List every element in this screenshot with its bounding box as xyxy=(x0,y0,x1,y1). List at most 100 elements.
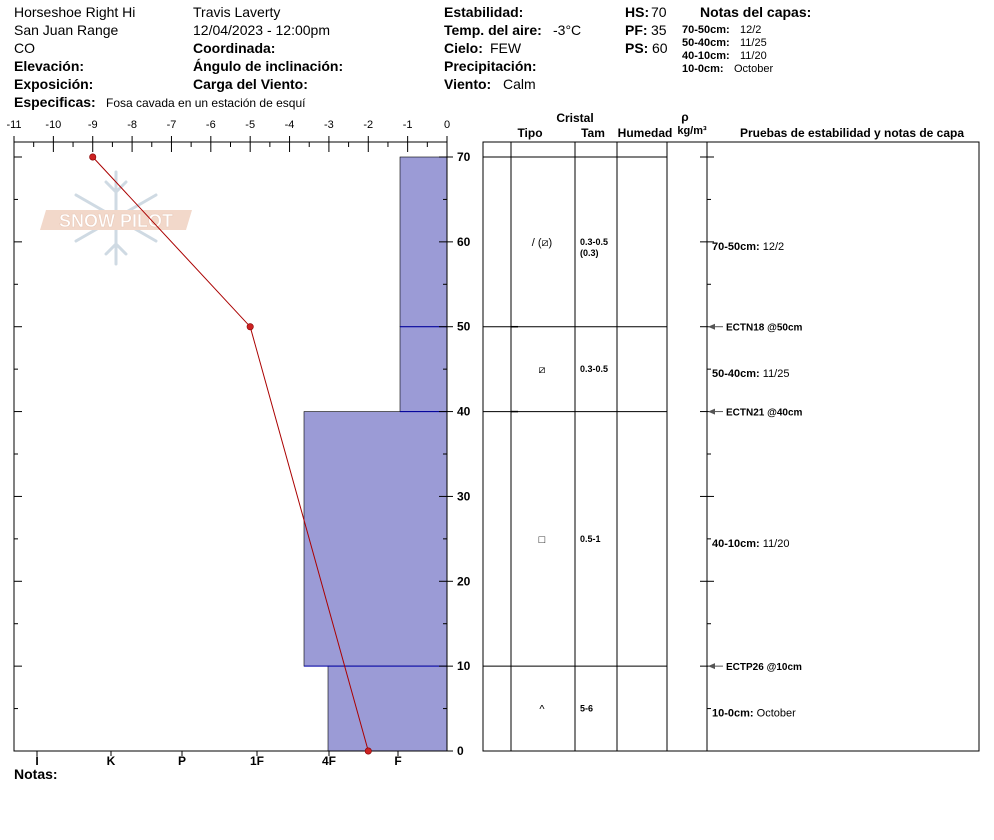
crystal-type: ^ xyxy=(539,704,545,716)
layer-comment-range: 70-50cm: xyxy=(712,241,763,253)
tipo-header: Tipo xyxy=(517,126,542,140)
temperature-point xyxy=(89,153,97,161)
temp-tick-label: -10 xyxy=(45,119,61,131)
temperature-point xyxy=(246,323,254,331)
layer-comment-range: 10-0cm: xyxy=(712,708,757,720)
crystal-size-secondary: (0.3) xyxy=(580,248,599,258)
stability-test-label: ECTP26 @10cm xyxy=(726,662,802,673)
height-tick-label: 10 xyxy=(457,659,471,673)
layer-note-value: October xyxy=(734,63,774,75)
crystal-size: 0.3-0.5 xyxy=(580,237,608,247)
temperature-point xyxy=(364,747,372,755)
exposure-label: Exposición: xyxy=(14,76,94,92)
layer-comment-range: 40-10cm: xyxy=(712,538,763,550)
layer-comment: 70-50cm: 12/2 xyxy=(712,241,784,253)
temp-tick-label: -5 xyxy=(245,119,255,131)
hardness-label: 1F xyxy=(250,754,264,768)
pf-label: PF: xyxy=(625,22,648,38)
sky-label: Cielo: xyxy=(444,40,483,56)
height-tick-label: 50 xyxy=(457,320,471,334)
temp-tick-label: -6 xyxy=(206,119,216,131)
height-tick-label: 60 xyxy=(457,235,471,249)
range: San Juan Range xyxy=(14,22,119,38)
hardness-label: F xyxy=(394,754,401,768)
temp-tick-label: -2 xyxy=(363,119,373,131)
elevation-label: Elevación: xyxy=(14,58,85,74)
temp-tick-label: -7 xyxy=(167,119,177,131)
temp-tick-label: -11 xyxy=(6,119,21,131)
test-arrow-head xyxy=(708,663,715,670)
layer-comment: 40-10cm: 11/20 xyxy=(712,538,789,550)
tam-header: Tam xyxy=(581,126,605,140)
hs-label: HS: xyxy=(625,4,650,20)
height-tick-label: 30 xyxy=(457,489,471,503)
hardness-bar xyxy=(327,665,448,752)
air-temp-label: Temp. del aire: xyxy=(444,22,542,38)
wind-load-label: Carga del Viento: xyxy=(193,76,308,92)
layer-note-value: 12/2 xyxy=(740,24,762,36)
layer-notes-title: Notas del capas: xyxy=(700,4,812,20)
temp-tick-label: -4 xyxy=(285,119,295,131)
layer-comment: 50-40cm: 11/25 xyxy=(712,368,789,380)
test-arrow-head xyxy=(708,323,715,330)
wind-value: Calm xyxy=(503,76,536,92)
stability-label: Estabilidad: xyxy=(444,4,524,20)
ps-value: 60 xyxy=(652,40,668,56)
temp-tick-label: 0 xyxy=(444,119,450,131)
hardness-label: P xyxy=(178,754,186,768)
pf-value: 35 xyxy=(651,22,667,38)
crystal-size: 0.5-1 xyxy=(580,534,601,544)
sky-value: FEW xyxy=(490,40,522,56)
hardness-label: 4F xyxy=(322,754,336,768)
coord-label: Coordinada: xyxy=(193,40,276,56)
temp-tick-label: -3 xyxy=(324,119,334,131)
ps-label: PS: xyxy=(625,40,649,56)
rho-header: ρ xyxy=(681,110,688,124)
humedad-header: Humedad xyxy=(618,126,673,140)
wind-label: Viento: xyxy=(444,76,492,92)
snowpilot-logo: SNOW PILOT xyxy=(40,170,192,266)
crystal-size: 0.3-0.5 xyxy=(580,364,608,374)
layer-comment-range: 50-40cm: xyxy=(712,368,763,380)
air-temp-value: -3°C xyxy=(553,22,582,38)
height-tick-label: 20 xyxy=(457,574,471,588)
stability-test-label: ECTN21 @40cm xyxy=(726,408,803,419)
crystal-type: ⧄ xyxy=(539,364,546,376)
layer-note-value: 11/25 xyxy=(740,37,767,49)
hardness-label: I xyxy=(35,754,38,768)
hardness-bar xyxy=(303,411,448,667)
layer-note-range: 10-0cm: xyxy=(682,63,724,75)
layer-note-range: 50-40cm: xyxy=(682,37,730,49)
observer: Travis Laverty xyxy=(193,4,281,20)
slope-label: Ángulo de inclinación: xyxy=(193,58,344,74)
layer-note-range: 70-50cm: xyxy=(682,24,730,36)
specifics-value: Fosa cavada en un estación de esquí xyxy=(106,96,306,110)
test-arrow-head xyxy=(708,408,715,415)
hs-value: 70 xyxy=(651,4,667,20)
layer-note-value: 11/20 xyxy=(740,50,767,62)
layer-comment-value: 12/2 xyxy=(763,241,784,253)
cristal-header: Cristal xyxy=(556,111,593,125)
hardness-label: K xyxy=(107,754,116,768)
density-unit-header: kg/m³ xyxy=(677,125,707,137)
layer-comment: 10-0cm: October xyxy=(712,708,796,720)
location: Horseshoe Right Hi xyxy=(14,4,136,20)
precip-label: Precipitación: xyxy=(444,58,537,74)
specifics-label: Especificas: xyxy=(14,94,96,110)
notes-label: Notas: xyxy=(14,766,58,782)
layer-comment-value: October xyxy=(757,708,796,720)
state: CO xyxy=(14,40,35,56)
datetime: 12/04/2023 - 12:00pm xyxy=(193,22,330,38)
height-tick-label: 0 xyxy=(457,744,464,758)
height-tick-label: 70 xyxy=(457,150,471,164)
stability-test-label: ECTN18 @50cm xyxy=(726,323,803,334)
height-tick-label: 40 xyxy=(457,405,471,419)
logo-text: SNOW PILOT xyxy=(59,211,173,231)
layer-note-range: 40-10cm: xyxy=(682,50,730,62)
layer-comment-value: 11/25 xyxy=(763,368,790,380)
crystal-size: 5-6 xyxy=(580,704,593,714)
crystal-type: □ xyxy=(539,534,546,546)
temp-tick-label: -9 xyxy=(88,119,98,131)
layer-comment-value: 11/20 xyxy=(763,538,790,550)
